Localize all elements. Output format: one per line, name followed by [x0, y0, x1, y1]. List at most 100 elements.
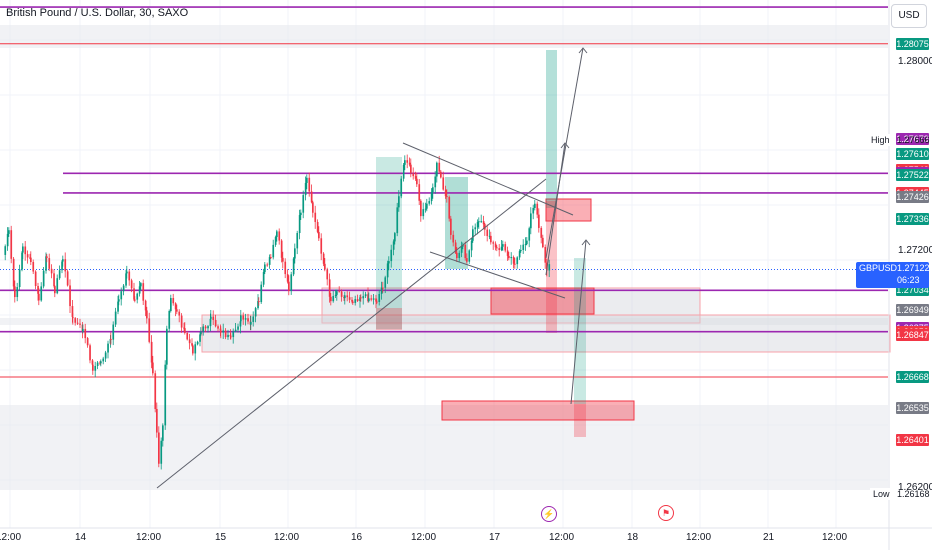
candle — [122, 283, 125, 296]
candle — [458, 250, 461, 263]
candle-body — [310, 191, 313, 203]
price-tag: 1.26847 — [896, 328, 929, 341]
candle-body — [486, 229, 489, 237]
candle — [61, 260, 63, 274]
candle — [388, 256, 390, 271]
candle — [514, 257, 516, 269]
candle — [282, 251, 284, 269]
candle — [166, 325, 168, 370]
candle-body — [520, 249, 522, 252]
candle — [402, 163, 405, 182]
candle-body — [260, 284, 263, 303]
candle — [504, 241, 507, 253]
candle-body — [202, 326, 205, 332]
candle-body — [48, 258, 51, 269]
candle — [264, 262, 266, 275]
candle — [174, 302, 177, 317]
candle-body — [418, 184, 421, 201]
candle — [328, 273, 331, 303]
candle-body — [488, 235, 491, 237]
candle — [160, 437, 163, 470]
candle — [406, 154, 409, 169]
candle-body — [192, 345, 194, 354]
x-tick-label: 12:00 — [136, 532, 162, 543]
candle — [260, 281, 263, 304]
candle — [468, 249, 471, 264]
candle-body — [191, 343, 193, 346]
candle-body — [237, 326, 239, 330]
candle-body — [367, 294, 369, 302]
candle-body — [494, 243, 497, 248]
candle-body — [376, 301, 378, 303]
zone-box — [441, 400, 635, 421]
candle-body — [380, 287, 383, 295]
flag-event-icon[interactable]: ⚑ — [658, 505, 674, 521]
trend-line — [156, 178, 547, 489]
candle — [14, 280, 16, 303]
candle — [460, 241, 463, 258]
candle — [242, 312, 245, 325]
candle — [207, 324, 209, 333]
candle-body — [426, 203, 428, 209]
x-tick-label: 15 — [215, 532, 227, 543]
candle-body — [186, 333, 189, 340]
candle — [520, 244, 522, 253]
zones-layer — [0, 6, 891, 490]
trend-line — [545, 142, 566, 276]
candle-body — [452, 234, 455, 243]
candle — [462, 242, 464, 250]
candle — [290, 271, 293, 295]
candle — [446, 189, 448, 203]
candle-body — [410, 164, 412, 174]
x-tick-label: 18 — [627, 532, 639, 543]
candle-body — [356, 299, 359, 302]
candle — [500, 239, 503, 252]
flash-event-icon[interactable]: ⚡ — [541, 506, 557, 522]
candle-body — [360, 297, 362, 299]
candle — [526, 237, 528, 246]
candle — [484, 222, 486, 236]
candle-body — [530, 213, 532, 229]
y-tick-label: 1.26200 — [898, 481, 932, 493]
candle-body — [114, 311, 117, 325]
candle-body — [207, 326, 209, 329]
candle — [252, 311, 255, 327]
candle — [498, 244, 501, 257]
candle-body — [89, 345, 91, 361]
candle — [66, 269, 69, 287]
low-value: 1.26168 — [897, 489, 930, 500]
candle — [270, 254, 272, 259]
candle — [472, 225, 474, 243]
candle-body — [526, 240, 528, 244]
candle-body — [22, 246, 24, 253]
candle — [42, 266, 45, 289]
candle-body — [368, 298, 370, 302]
candle — [272, 239, 275, 260]
currency-button[interactable]: USD — [891, 4, 927, 28]
candle — [130, 278, 133, 293]
candle — [214, 314, 217, 328]
candle — [544, 244, 547, 269]
candle-body — [286, 274, 289, 282]
candle — [146, 306, 148, 324]
candle — [46, 253, 48, 263]
candle — [508, 251, 510, 261]
candle-body — [224, 330, 227, 338]
candle — [518, 249, 521, 260]
candle — [72, 312, 74, 325]
candle — [322, 252, 325, 267]
low-label: Low — [870, 488, 893, 501]
candle-body — [510, 256, 513, 259]
candle — [436, 161, 438, 183]
candle — [184, 322, 186, 335]
candle-body — [308, 177, 311, 192]
candle — [144, 299, 147, 317]
candle-body — [351, 299, 353, 302]
candle-body — [456, 252, 458, 259]
candle-body — [292, 258, 295, 275]
candle — [274, 235, 277, 247]
candle-body — [183, 327, 185, 329]
x-tick-label: 16 — [351, 532, 363, 543]
candle-body — [180, 315, 183, 328]
